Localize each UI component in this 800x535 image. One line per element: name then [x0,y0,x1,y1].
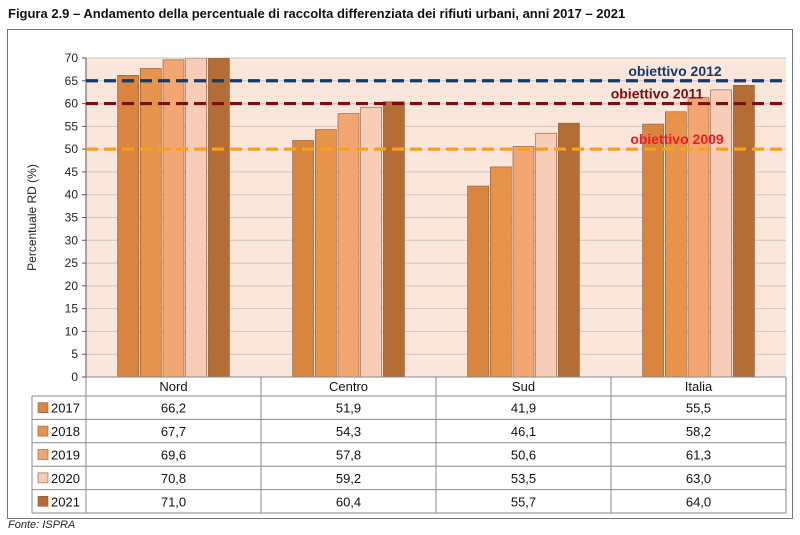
bar-2021-centro [383,101,405,377]
bar-2019-sud [512,146,535,377]
y-axis-label: Percentuale RD (%) [25,164,39,271]
bar-2017-sud [467,185,489,377]
data-label: 66,2 [161,401,186,416]
y-tick-label: 40 [65,188,79,202]
legend-label: 2020 [51,471,80,486]
data-label: 64,0 [686,494,711,509]
legend-label: 2021 [51,494,80,509]
legend-swatch [37,472,49,484]
data-label: 41,9 [511,401,536,416]
data-label: 58,2 [686,424,711,439]
bar-2018-italia [664,111,687,377]
data-label: 59,2 [336,471,361,486]
y-tick-label: 70 [65,51,79,65]
bar-2020-sud [535,132,558,377]
bar-2020-centro [360,106,383,377]
bar-2021-nord [208,58,230,377]
reference-line-label: obiettivo 2011 [611,86,704,102]
data-label: 70,8 [161,471,186,486]
data-label: 60,4 [336,494,361,509]
y-tick-label: 30 [65,233,79,247]
bar-2019-nord [162,59,185,377]
category-label: Italia [685,379,713,394]
figure-title: Figura 2.9 – Andamento della percentuale… [8,6,626,21]
data-label: 50,6 [511,448,536,463]
legend-label: 2019 [51,448,80,463]
bar-2018-nord [140,68,162,377]
bar-2020-nord [185,58,207,377]
y-tick-label: 45 [65,165,79,179]
data-label: 71,0 [161,494,186,509]
data-label: 53,5 [511,471,536,486]
data-label: 46,1 [511,424,536,439]
bar-2021-italia [733,85,755,377]
y-tick-label: 35 [65,211,79,225]
bar-2018-sud [489,166,512,377]
data-label: 67,7 [161,424,186,439]
bar-2020-italia [710,89,733,377]
data-label: 51,9 [336,401,361,416]
legend-swatch [37,495,49,507]
reference-line-label: obiettivo 2009 [630,131,724,147]
y-tick-label: 10 [65,324,79,338]
y-tick-label: 20 [65,279,79,293]
y-tick-label: 65 [65,74,79,88]
data-label: 57,8 [336,448,361,463]
data-label: 63,0 [686,471,711,486]
data-label: 61,3 [686,448,711,463]
data-label: 55,7 [511,494,536,509]
bar-2021-sud [558,122,580,377]
y-tick-label: 50 [65,142,79,156]
bar-2017-italia [642,123,664,377]
category-label: Centro [329,379,368,394]
category-label: Nord [159,379,187,394]
legend-swatch [37,425,49,437]
y-tick-label: 60 [65,97,79,111]
chart-frame [7,29,793,519]
y-tick-label: 25 [65,256,79,270]
y-tick-label: 0 [71,370,78,384]
legend-swatch [37,449,49,460]
legend-label: 2017 [51,401,80,416]
bar-2018-centro [314,129,337,377]
source-note: Fonte: ISPRA [8,519,76,531]
reference-line-label: obiettivo 2012 [628,63,722,79]
legend-label: 2018 [51,424,80,439]
bar-2019-centro [337,113,360,377]
data-label: 54,3 [336,424,361,439]
y-tick-label: 15 [65,302,79,316]
data-label: 55,5 [686,401,711,416]
data-label: 69,6 [161,448,186,463]
bar-2017-nord [117,75,139,377]
y-tick-label: 5 [71,347,78,361]
y-tick-label: 55 [65,119,79,133]
bar-2017-centro [292,140,314,377]
category-label: Sud [512,379,535,394]
legend-swatch [37,402,49,414]
